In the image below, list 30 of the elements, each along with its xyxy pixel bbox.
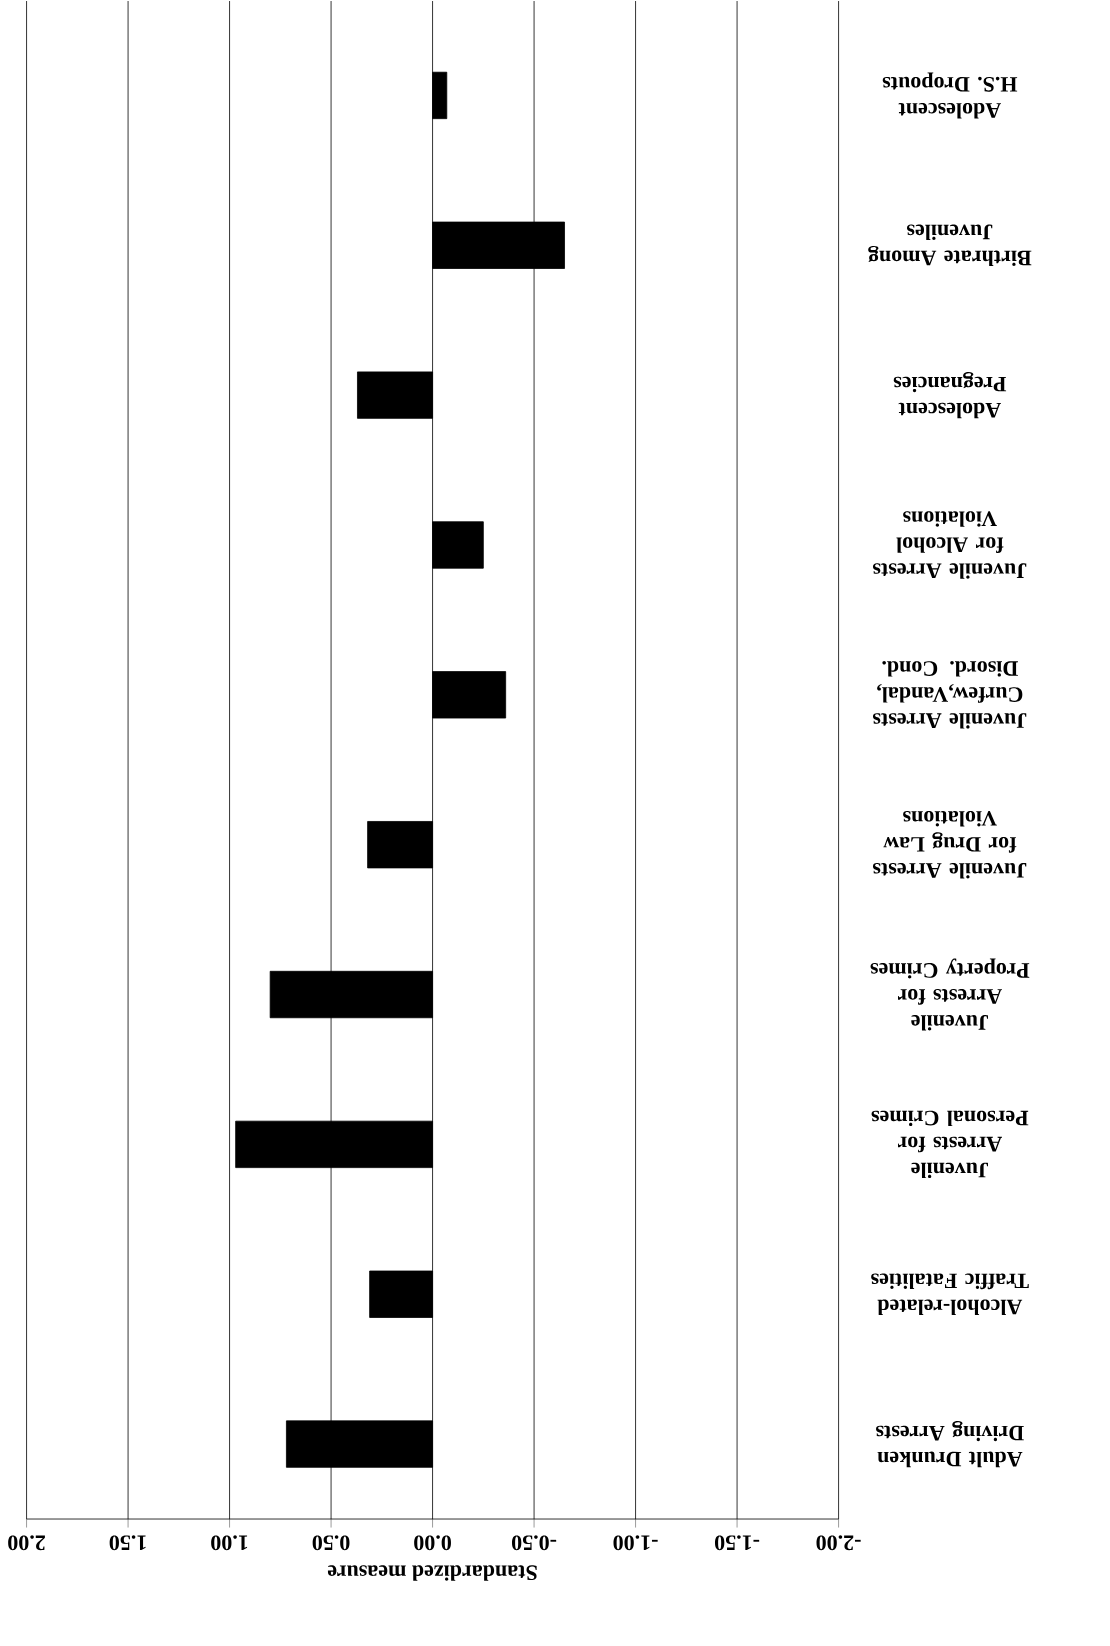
- bar: [235, 1120, 434, 1169]
- x-tick-label: -0.50: [512, 1535, 557, 1551]
- y-tick-label: Alcohol-related Traffic Fatalities: [871, 1273, 1029, 1315]
- bar: [269, 970, 434, 1019]
- bar: [357, 371, 434, 419]
- x-tick-label: -1.00: [613, 1535, 658, 1551]
- x-axis-title: Standardized measure: [328, 1565, 537, 1581]
- bar: [367, 821, 434, 869]
- x-tick-label: -1.50: [715, 1535, 760, 1551]
- bar: [432, 521, 484, 569]
- x-tick-label: 1.00: [211, 1535, 248, 1551]
- x-tick-label: 2.00: [8, 1535, 46, 1551]
- y-tick-label: Adolescent Pregnancies: [893, 372, 1007, 419]
- y-tick-label: Birthrate Among Juveniles: [868, 224, 1032, 267]
- bar: [432, 221, 566, 269]
- y-tick-label: Adolescent H.S. Dropouts: [882, 72, 1018, 119]
- x-tick-label: 0.00: [414, 1535, 452, 1551]
- y-tick-label: Juvenile Arrests Curfew,Vandal, Disord. Cond.: [873, 661, 1027, 729]
- x-tick-label: -2.00: [816, 1535, 861, 1551]
- y-tick-label: Juvenile Arrests for Alcohol Violations: [873, 511, 1027, 579]
- y-tick-label: Adult Drunken Driving Arrests: [876, 1421, 1025, 1468]
- y-tick-label: Juvenile Arrests for Drug Law Violations: [873, 810, 1027, 879]
- x-tick-label: 1.50: [109, 1535, 146, 1551]
- bar: [369, 1270, 434, 1318]
- bar: [432, 71, 448, 120]
- bar: [286, 1420, 434, 1468]
- bar: [432, 671, 507, 719]
- y-tick-label: Juvenile Arrests for Personal Crimes: [871, 1110, 1029, 1179]
- y-tick-label: Juvenile Arrests for Property Crimes: [870, 958, 1030, 1031]
- x-tick-label: 0.50: [312, 1535, 350, 1551]
